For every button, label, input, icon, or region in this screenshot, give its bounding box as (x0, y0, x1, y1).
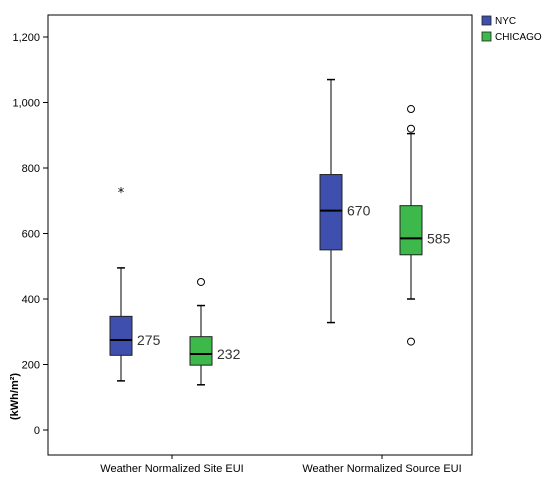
y-tick-label: 0 (34, 425, 40, 437)
x-category-label: Weather Normalized Source EUI (302, 463, 461, 475)
y-tick-label: 200 (22, 360, 40, 372)
legend-swatch (481, 15, 492, 26)
y-tick-label: 800 (22, 163, 40, 175)
y-axis-label: (kWh/m²) (9, 373, 21, 420)
box-group: 670 (319, 78, 371, 324)
box-group: 232 (189, 277, 241, 386)
x-axis: Weather Normalized Site EUI Weather Norma… (100, 455, 462, 475)
box-group: 275 * (109, 186, 161, 382)
outlier-circle (407, 337, 415, 346)
legend-label: NYC (495, 16, 516, 27)
legend: NYC CHICAGO (481, 15, 542, 43)
box-group: 585 (399, 105, 451, 346)
box (109, 315, 133, 356)
median-label: 275 (137, 332, 161, 348)
box (319, 174, 343, 251)
boxes: 275 * 670 232 585 (109, 78, 451, 386)
outlier-circle (407, 124, 415, 133)
outlier-circle (197, 277, 205, 286)
outlier-circle (407, 105, 415, 114)
y-axis: 0 200 400 600 800 1,000 1,200 (12, 32, 48, 437)
box (399, 205, 423, 256)
y-tick-label: 400 (22, 294, 40, 306)
y-tick-label: 600 (22, 229, 40, 241)
legend-swatch (481, 31, 492, 42)
median-label: 232 (217, 346, 241, 362)
median-label: 585 (427, 230, 451, 246)
y-tick-label: 1,200 (12, 32, 40, 44)
x-category-label: Weather Normalized Site EUI (100, 463, 243, 475)
outlier-star: * (118, 186, 125, 201)
median-label: 670 (347, 203, 371, 219)
legend-label: CHICAGO (495, 32, 542, 43)
y-tick-label: 1,000 (12, 98, 40, 110)
box (189, 336, 213, 366)
